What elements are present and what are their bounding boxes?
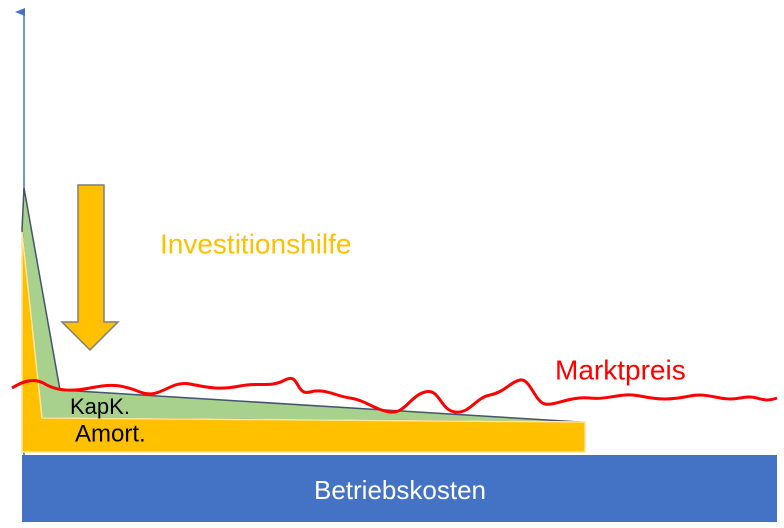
capital-cost-label: KapK. — [70, 394, 130, 419]
down-arrow — [60, 184, 120, 352]
investment-aid-label: Investitionshilfe — [160, 228, 351, 259]
market-price-line — [11, 376, 778, 414]
operating-cost-label: Betriebskosten — [314, 475, 486, 505]
operating-cost-block — [22, 455, 777, 522]
market-price-label: Marktpreis — [555, 354, 686, 385]
amortization-label: Amort. — [75, 420, 146, 447]
amortization-shape — [21, 231, 586, 453]
